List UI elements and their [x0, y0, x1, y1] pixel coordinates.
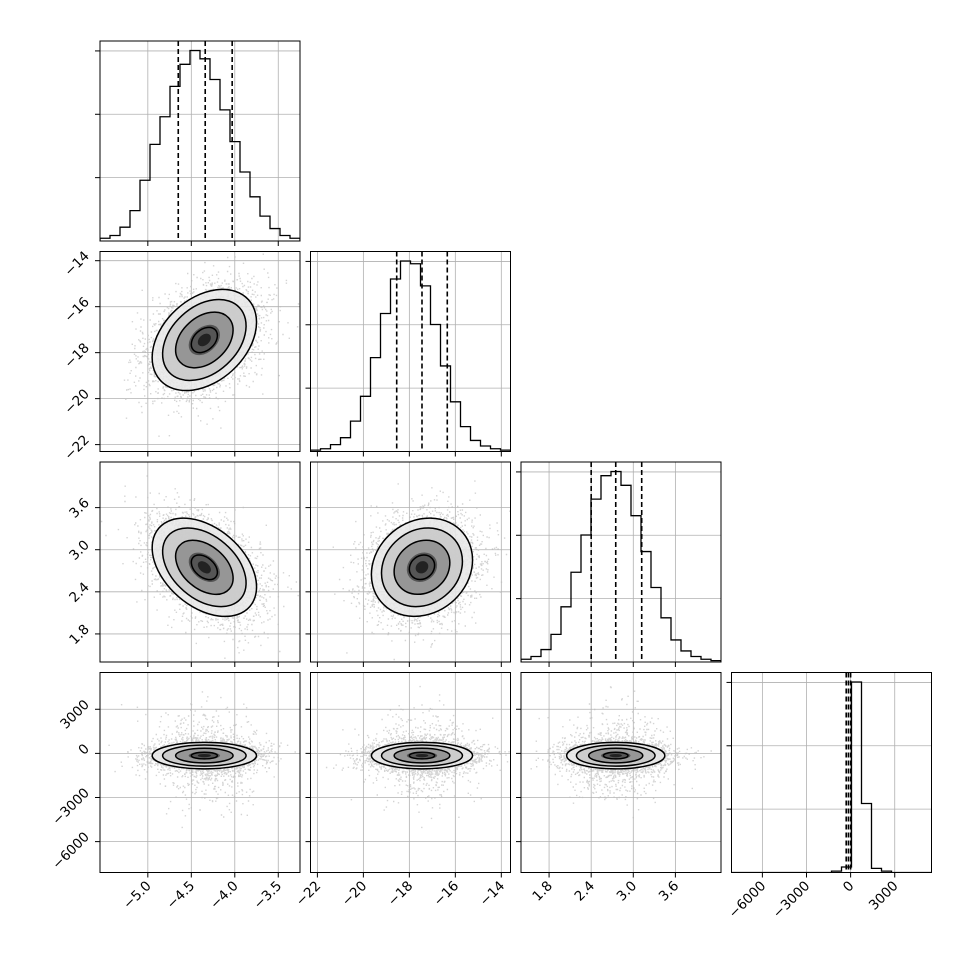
density-contour: [161, 744, 247, 767]
panel-frame: [99, 672, 301, 873]
tick-label-y: −3000: [49, 785, 93, 829]
tick-label-x: −3.5: [251, 878, 285, 912]
tick-label-x: 2.4: [572, 878, 599, 905]
panel-frame: [520, 672, 722, 873]
density-contour: [393, 539, 451, 596]
density-fill: [415, 753, 429, 758]
panel-frame: [310, 461, 511, 663]
tick-label-y: −22: [61, 432, 92, 463]
density-contour: [575, 744, 656, 767]
panel-frame: [731, 672, 932, 873]
tick-label-y: 3.0: [66, 537, 93, 564]
tick-label-x: −18: [385, 878, 416, 909]
panel-frame: [99, 251, 301, 452]
tick-label-x: 3.0: [614, 878, 641, 905]
density-contour: [380, 527, 464, 608]
density-fill: [609, 753, 622, 758]
histogram-step: [310, 260, 511, 452]
density-contour: [587, 747, 644, 764]
histogram-step: [521, 470, 721, 662]
tick-label-x: −20: [339, 878, 370, 909]
density-contour: [190, 751, 219, 760]
panel-frame: [99, 461, 301, 663]
density-contour: [190, 326, 219, 354]
density-fill: [415, 561, 429, 574]
density-contour: [393, 747, 451, 764]
tick-label-y: 0: [75, 741, 92, 758]
tick-label-y: −6000: [49, 829, 93, 873]
density-contour: [602, 751, 629, 760]
tick-label-x: 3000: [866, 878, 902, 914]
panel-frame: [310, 251, 511, 452]
density-contour: [370, 517, 474, 618]
tick-label-y: 3.6: [66, 495, 93, 522]
scatter-panel-4-1: [95, 672, 301, 878]
panel-frame: [520, 461, 722, 663]
tick-label-x: 3.6: [656, 878, 683, 905]
histogram-panel-4: [726, 672, 932, 878]
scatter-panel-3-1: [95, 461, 301, 667]
scatter-panel-4-2: [305, 672, 511, 878]
tick-label-x: −4.5: [164, 878, 198, 912]
density-contour: [174, 539, 234, 596]
density-contour: [565, 741, 666, 770]
tick-label-y: −14: [61, 248, 92, 279]
histogram-panel-3: [516, 461, 722, 667]
tick-label-x: −4.0: [207, 878, 241, 912]
density-contour: [151, 288, 258, 392]
density-contour: [408, 751, 436, 760]
density-contour: [370, 741, 474, 770]
tick-label-y: 1.8: [66, 621, 93, 648]
density-contour: [161, 298, 247, 382]
tick-label-x: −14: [477, 878, 508, 909]
tick-label-y: 2.4: [66, 579, 93, 606]
tick-label-y: 3000: [57, 697, 93, 733]
histogram-panel-2: [305, 251, 511, 457]
panel-frame: [310, 672, 511, 873]
scatter-panel-4-3: [516, 672, 722, 878]
density-contour: [151, 517, 258, 618]
histogram-step: [731, 681, 932, 873]
density-contour: [161, 527, 247, 608]
tick-label-x: −22: [293, 878, 324, 909]
density-contour: [174, 747, 234, 764]
scatter-panel-3-2: [305, 461, 511, 667]
density-contour: [190, 554, 219, 581]
panel-frame: [99, 40, 301, 242]
tick-label-y: −20: [61, 386, 92, 417]
density-contour: [151, 741, 258, 770]
density-contour: [380, 744, 464, 767]
tick-label-x: 1.8: [529, 878, 556, 905]
tick-label-y: −18: [61, 340, 92, 371]
density-fill: [197, 753, 211, 758]
density-fill: [197, 333, 211, 347]
histogram-panel-1: [95, 40, 301, 246]
scatter-panel-2-1: [95, 251, 301, 457]
tick-label-y: −16: [61, 294, 92, 325]
density-fill: [197, 561, 211, 574]
tick-label-x: −5.0: [120, 878, 154, 912]
tick-label-x: −16: [431, 878, 462, 909]
density-contour: [408, 554, 436, 581]
histogram-step: [100, 49, 300, 241]
tick-label-x: 0: [840, 878, 857, 895]
density-contour: [174, 311, 234, 369]
tick-label-x: −6000: [726, 878, 770, 922]
tick-label-x: −3000: [770, 878, 814, 922]
